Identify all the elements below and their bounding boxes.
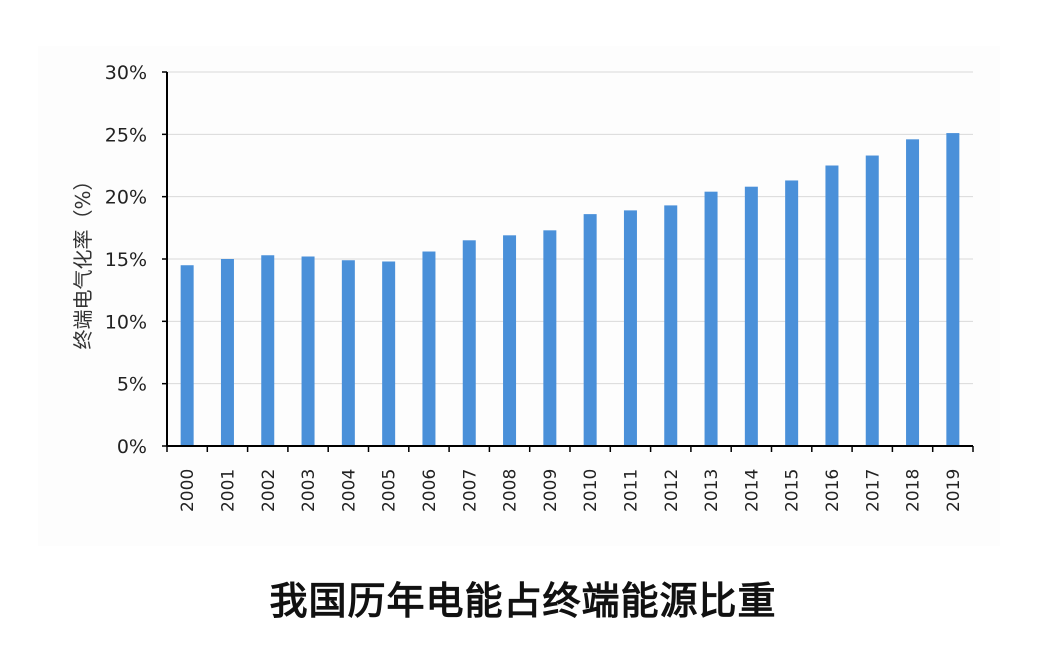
x-tick-label: 2000	[178, 469, 198, 512]
bar-2000	[180, 265, 194, 446]
x-tick-label: 2006	[420, 469, 440, 512]
y-tick-label: 25%	[105, 124, 147, 146]
bar-2004	[341, 260, 355, 446]
bar-2015	[785, 180, 799, 446]
bar-2007	[462, 240, 476, 446]
y-tick-label: 15%	[105, 249, 147, 271]
bar-2008	[503, 235, 517, 446]
bar-2016	[825, 165, 839, 446]
bar-2002	[261, 255, 275, 446]
bar-2006	[422, 251, 436, 446]
y-axis-label: 终端电气化率（%）	[71, 170, 95, 349]
x-tick-label: 2008	[501, 469, 521, 512]
x-tick-label: 2015	[783, 469, 803, 512]
x-tick-label: 2016	[823, 469, 843, 512]
x-tick-label: 2009	[541, 469, 561, 512]
bar-2001	[220, 259, 234, 446]
chart-panel	[38, 46, 1000, 546]
x-tick-label: 2013	[702, 469, 722, 512]
bar-2017	[865, 155, 879, 446]
bar-2019	[946, 133, 960, 446]
x-tick-label: 2017	[863, 469, 883, 512]
y-tick-label: 0%	[117, 436, 147, 458]
x-tick-label: 2010	[581, 469, 601, 512]
x-tick-label: 2004	[339, 469, 359, 512]
bar-2009	[543, 230, 557, 446]
y-tick-label: 5%	[117, 374, 147, 396]
x-tick-label: 2012	[662, 469, 682, 512]
x-tick-label: 2011	[621, 469, 641, 512]
y-tick-label: 20%	[105, 187, 147, 209]
x-tick-label: 2019	[944, 469, 964, 512]
bar-2018	[906, 139, 920, 446]
bar-chart: 0% 5% 10% 15% 20% 25% 30% 2000 2001 2002 2003 2004 2…	[71, 62, 974, 512]
bar-2005	[382, 261, 396, 446]
x-tick-label: 2003	[299, 469, 319, 512]
chart-title: 我国历年电能占终端能源比重	[269, 579, 777, 623]
y-tick-label: 30%	[105, 62, 147, 84]
bar-2012	[664, 205, 678, 446]
x-tick-label: 2014	[742, 469, 762, 512]
x-tick-label: 2007	[460, 469, 480, 512]
bar-2011	[623, 210, 637, 446]
bar-2013	[704, 191, 718, 446]
x-tick-label: 2018	[904, 469, 924, 512]
x-tick-label: 2001	[218, 469, 238, 512]
x-tick-label: 2002	[259, 469, 279, 512]
bar-2010	[583, 214, 597, 446]
bar-2003	[301, 256, 315, 446]
bar-2014	[744, 186, 758, 446]
y-tick-label: 10%	[105, 311, 147, 333]
x-tick-label: 2005	[380, 469, 400, 512]
